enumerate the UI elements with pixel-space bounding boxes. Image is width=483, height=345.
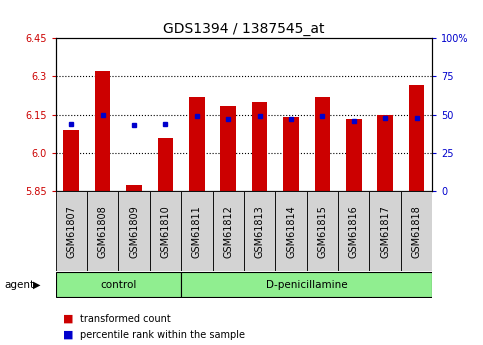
Title: GDS1394 / 1387545_at: GDS1394 / 1387545_at: [163, 21, 325, 36]
Text: GSM61808: GSM61808: [98, 205, 108, 257]
Bar: [369, 191, 401, 271]
Text: ▶: ▶: [33, 280, 41, 289]
Bar: [275, 191, 307, 271]
Text: GSM61814: GSM61814: [286, 205, 296, 257]
Text: percentile rank within the sample: percentile rank within the sample: [80, 330, 245, 339]
Text: GSM61810: GSM61810: [160, 205, 170, 257]
Bar: [181, 191, 213, 271]
Text: transformed count: transformed count: [80, 314, 170, 324]
Bar: [56, 191, 87, 271]
Text: GSM61816: GSM61816: [349, 205, 359, 257]
Bar: [252, 102, 268, 191]
Bar: [181, 272, 432, 297]
Bar: [126, 185, 142, 191]
Bar: [220, 106, 236, 191]
Bar: [95, 71, 111, 191]
Text: GSM61815: GSM61815: [317, 205, 327, 258]
Bar: [87, 191, 118, 271]
Bar: [314, 97, 330, 191]
Text: GSM61817: GSM61817: [380, 205, 390, 258]
Bar: [307, 191, 338, 271]
Text: GSM61809: GSM61809: [129, 205, 139, 257]
Bar: [401, 191, 432, 271]
Text: ■: ■: [63, 330, 73, 339]
Bar: [409, 85, 425, 191]
Bar: [118, 191, 150, 271]
Text: ■: ■: [63, 314, 73, 324]
Bar: [56, 272, 181, 297]
Text: D-penicillamine: D-penicillamine: [266, 280, 347, 289]
Text: control: control: [100, 280, 137, 289]
Bar: [338, 191, 369, 271]
Text: GSM61812: GSM61812: [223, 205, 233, 258]
Bar: [189, 97, 205, 191]
Bar: [346, 119, 362, 191]
Bar: [157, 138, 173, 191]
Text: agent: agent: [5, 280, 35, 289]
Text: GSM61807: GSM61807: [66, 205, 76, 258]
Text: GSM61818: GSM61818: [412, 205, 422, 257]
Bar: [63, 130, 79, 191]
Text: GSM61813: GSM61813: [255, 205, 265, 257]
Bar: [283, 117, 299, 191]
Bar: [377, 115, 393, 191]
Text: GSM61811: GSM61811: [192, 205, 202, 257]
Bar: [150, 191, 181, 271]
Bar: [213, 191, 244, 271]
Bar: [244, 191, 275, 271]
